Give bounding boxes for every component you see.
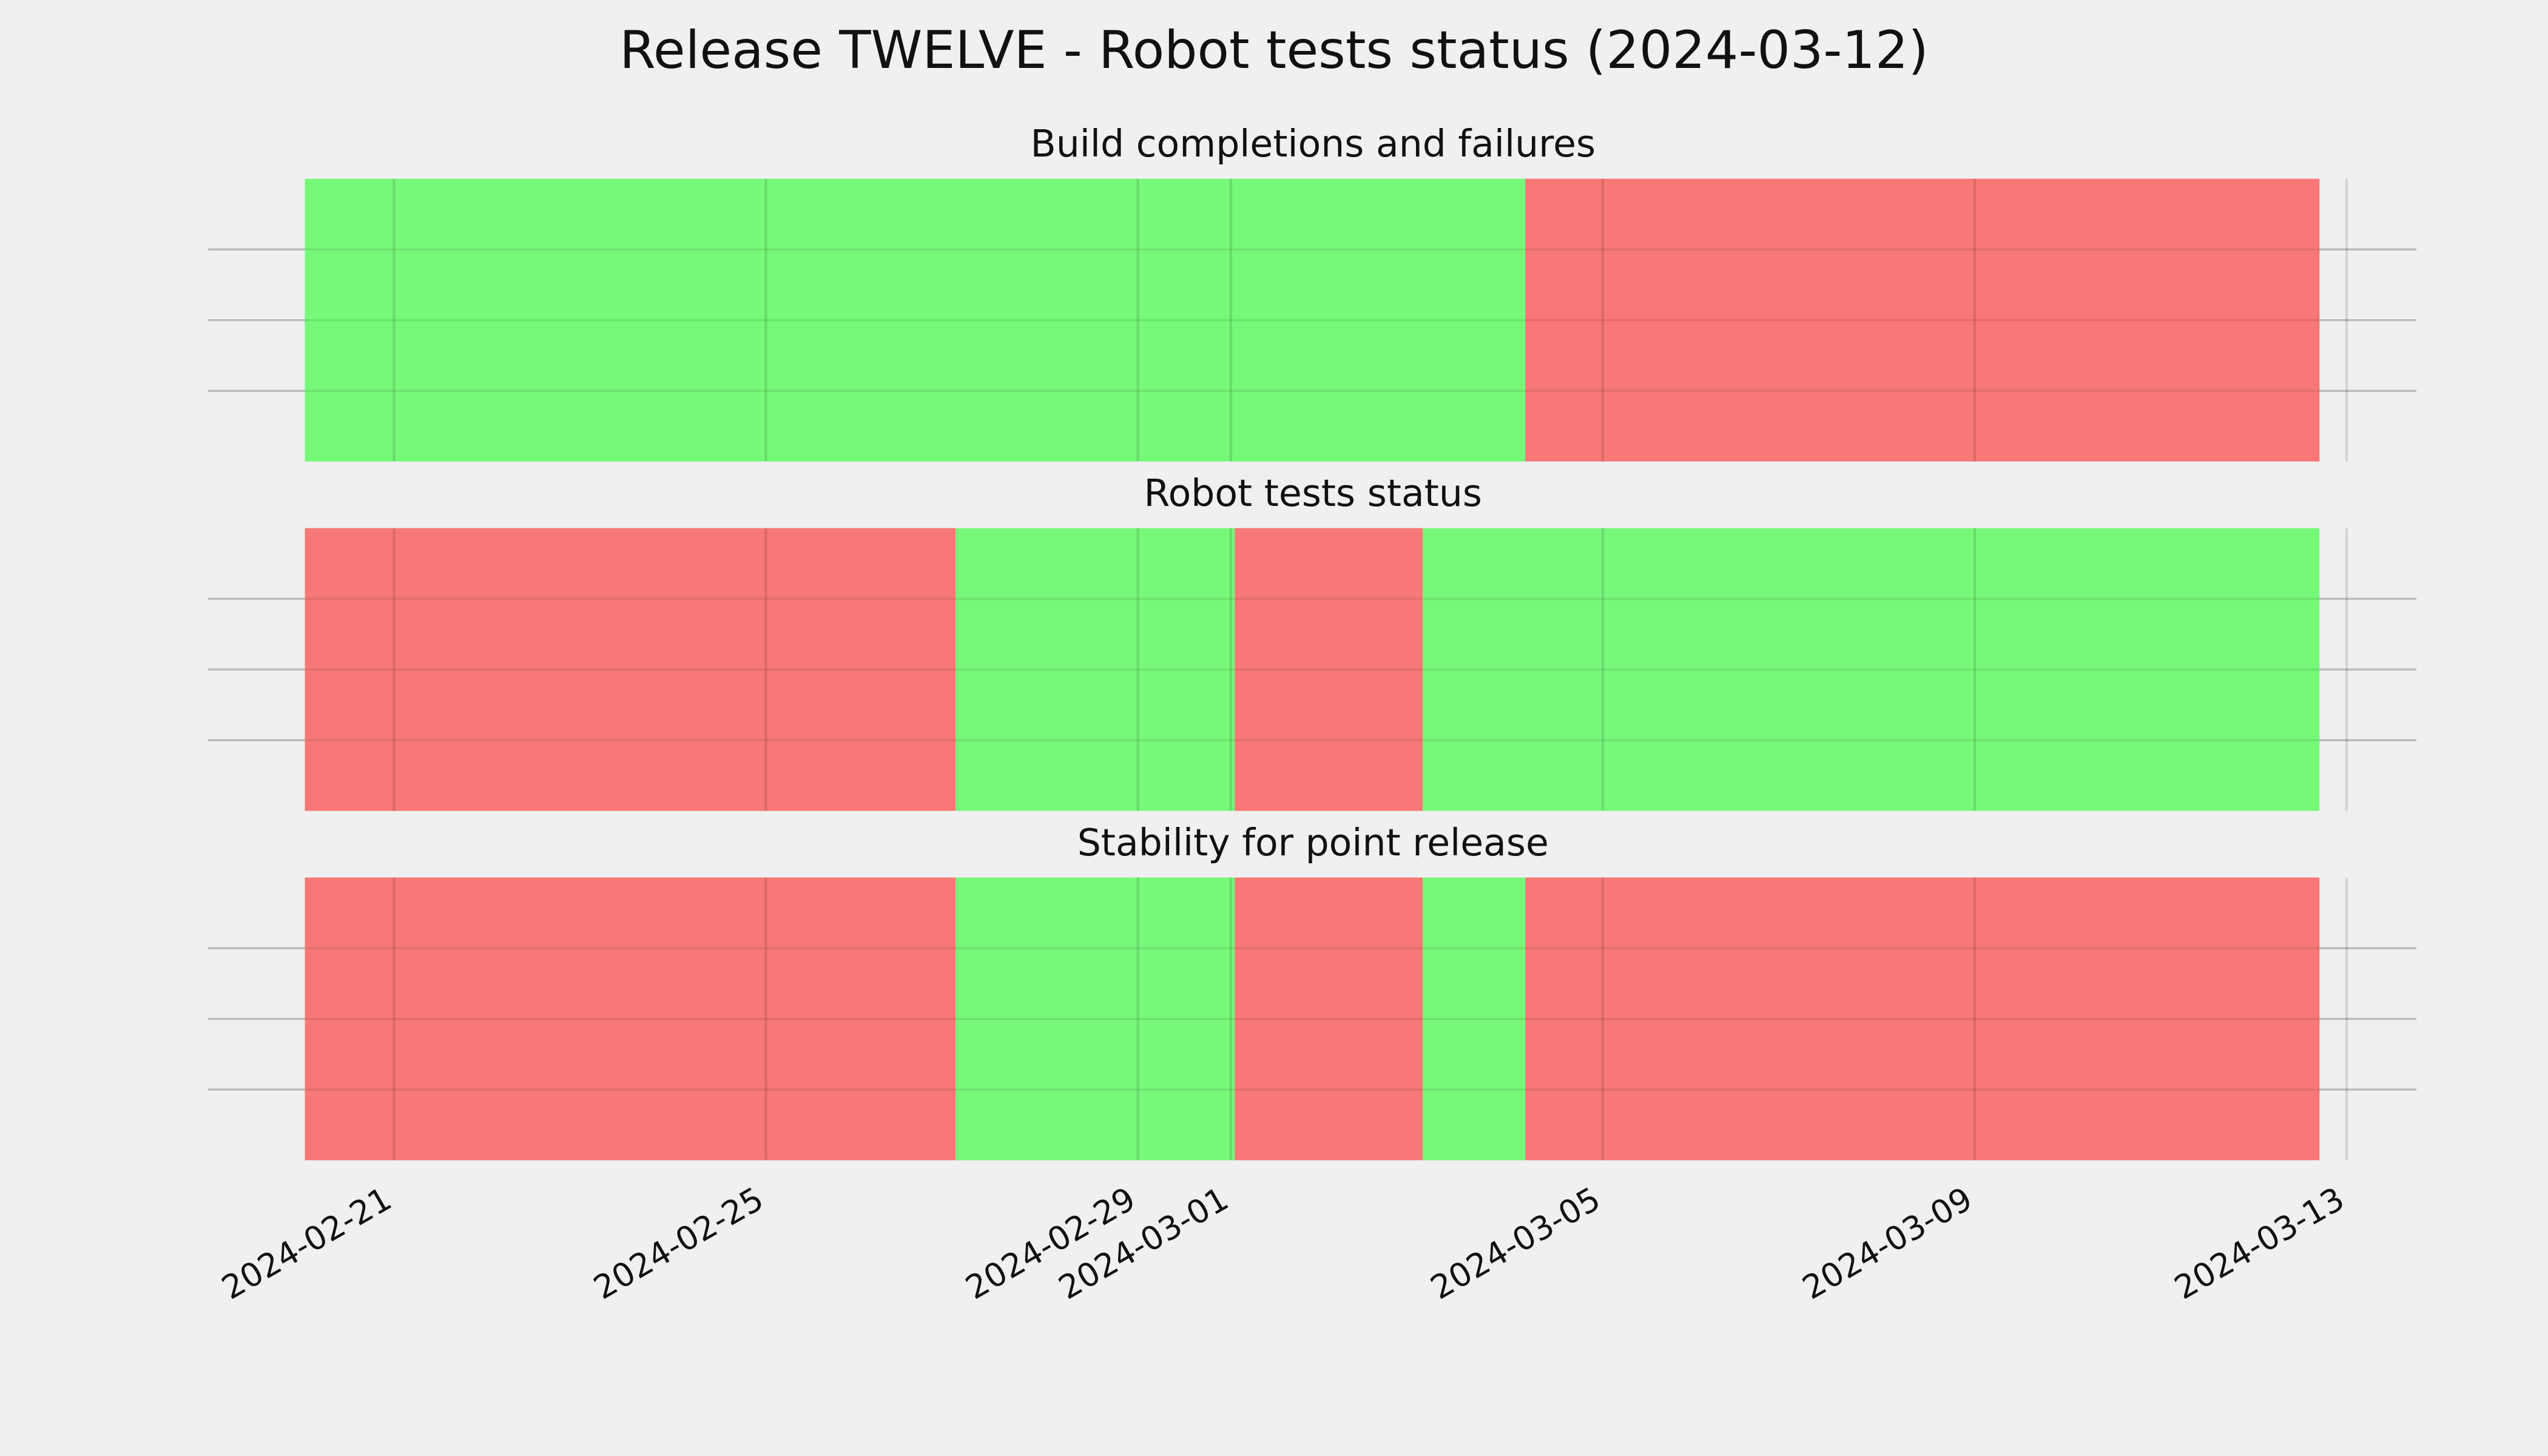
status-span [1422, 877, 1526, 1161]
panel-title: Robot tests status [1144, 471, 1482, 515]
status-span [1235, 528, 1423, 811]
chart-title: Release TWELVE - Robot tests status (202… [619, 20, 1929, 81]
status-span [305, 528, 956, 811]
status-span [305, 178, 1526, 462]
status-span [305, 877, 956, 1161]
status-span [1525, 877, 2320, 1161]
status-span [1235, 877, 1423, 1161]
panel-title: Build completions and failures [1030, 122, 1596, 166]
status-span [1422, 528, 2320, 811]
status-span [1525, 178, 2320, 462]
status-span [956, 528, 1235, 811]
panel-title: Stability for point release [1077, 821, 1549, 864]
status-span [956, 877, 1235, 1161]
